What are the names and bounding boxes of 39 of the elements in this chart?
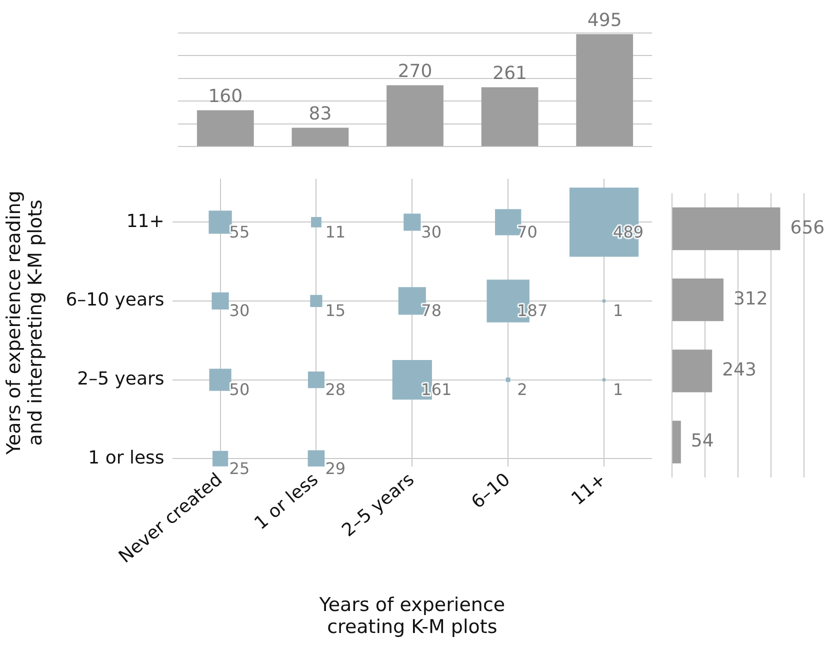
data-label: 270 [398, 60, 432, 82]
y-tick-label: 1 or less [88, 447, 164, 468]
data-label: 55 [229, 222, 250, 242]
data-label: 495 [587, 10, 622, 31]
bar [386, 85, 444, 146]
y-axis-title: Years of experience reading and interpreting K-M plots [2, 190, 47, 456]
data-label: 25 [229, 458, 250, 478]
bar [672, 350, 712, 392]
bar [672, 207, 780, 250]
bar [672, 278, 724, 322]
data-label: 29 [325, 458, 346, 478]
data-label: 656 [790, 217, 825, 238]
data-label: 54 [690, 430, 714, 452]
data-label: 30 [421, 222, 442, 242]
data-label: 83 [308, 103, 332, 124]
bar [672, 420, 681, 464]
bar [196, 110, 254, 146]
data-label: 70 [517, 222, 538, 242]
y-tick-label: 6–10 years [66, 290, 164, 311]
data-label: 11 [325, 222, 346, 242]
data-label: 243 [722, 360, 756, 381]
data-label: 160 [208, 86, 243, 107]
x-axis-title: Years of experience creating K-M plots [318, 594, 506, 638]
bar [292, 128, 349, 146]
y-tick-label: 11+ [126, 210, 164, 232]
data-label: 2 [517, 380, 528, 399]
bar [481, 87, 538, 146]
x-tick-label: 1 or less [250, 469, 322, 534]
data-label: 1 [613, 380, 624, 399]
y-tick-label: 2–5 years [77, 368, 164, 390]
x-tick-label: 11+ [568, 469, 610, 510]
data-label: 312 [733, 288, 768, 310]
bar [576, 34, 634, 146]
data-label: 30 [229, 301, 250, 320]
data-label: 50 [229, 380, 250, 399]
data-label: 261 [492, 62, 527, 84]
data-label: 28 [325, 380, 346, 399]
data-label: 15 [325, 301, 346, 320]
data-label: 1 [613, 301, 624, 320]
